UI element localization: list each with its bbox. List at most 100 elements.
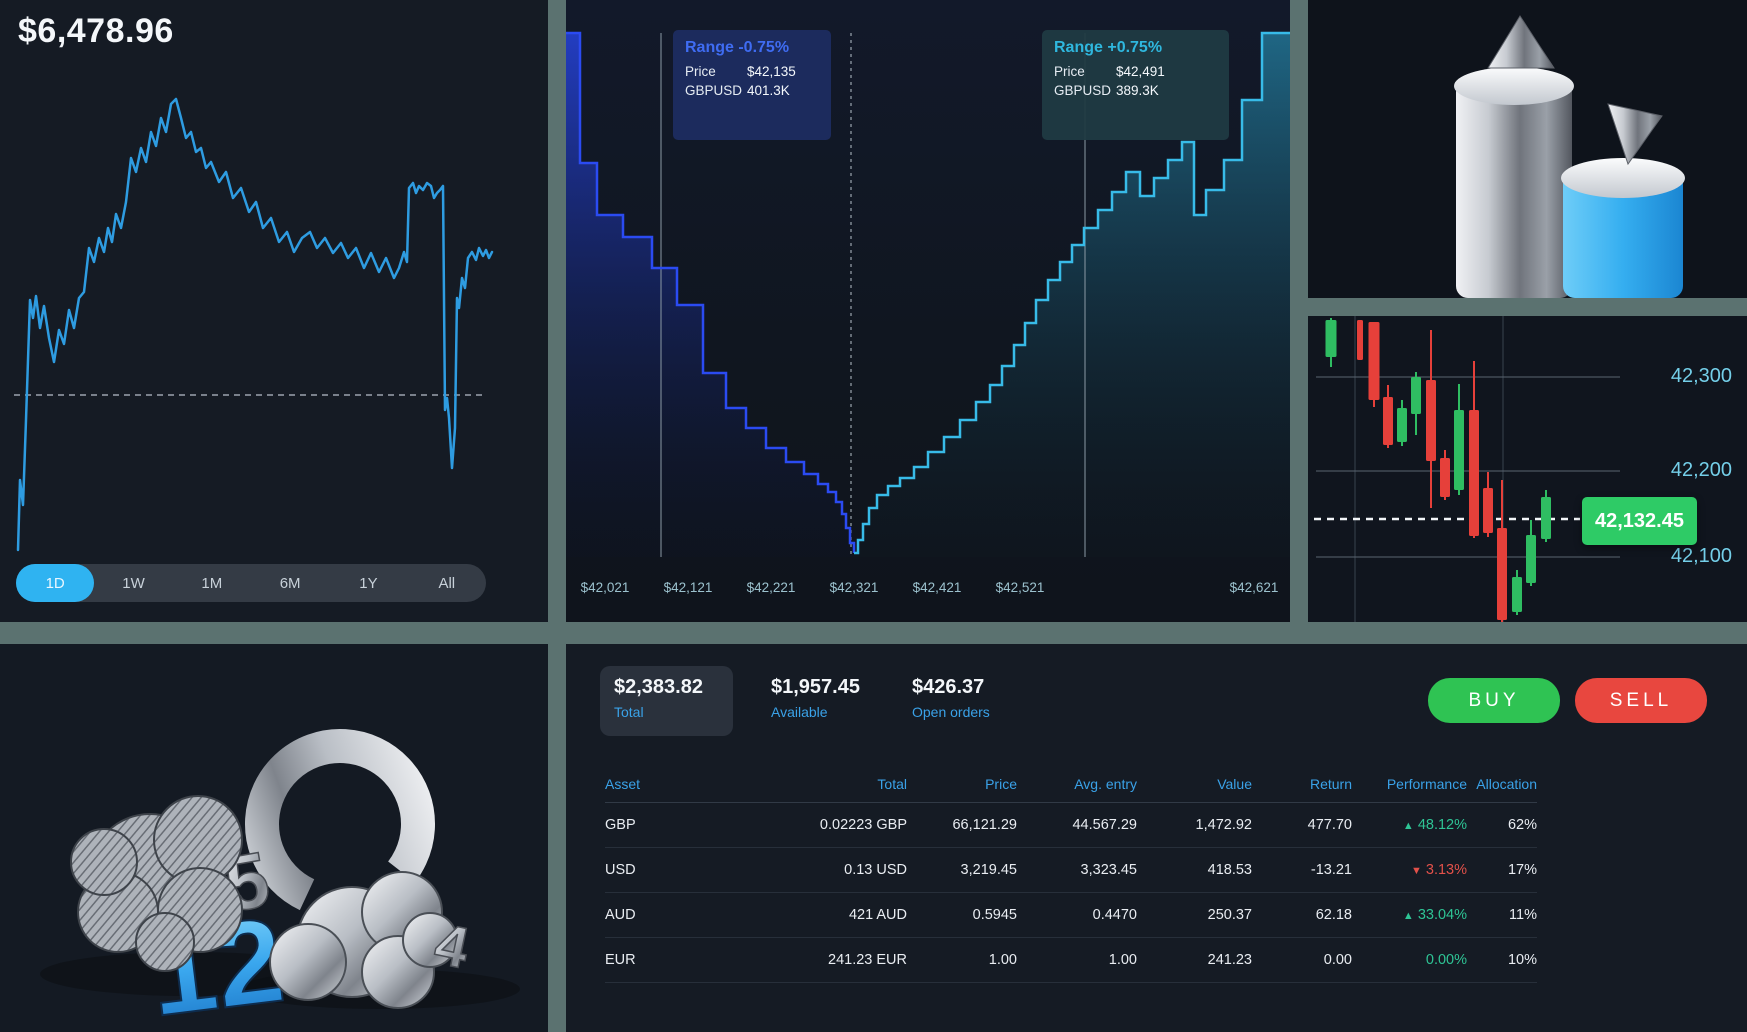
positions-table: Asset Total Price Avg. entry Value Return Perf… <box>605 766 1537 983</box>
table-row-gbp[interactable]: GBP 0.02223 GBP 66,121.29 44.567.29 1,472.92… <box>605 803 1537 848</box>
timeframe-1w[interactable]: 1W <box>122 574 145 592</box>
chrome-blob-left <box>70 795 243 972</box>
column-header-allocation: Allocation <box>1476 776 1537 792</box>
down-triangle-icon: ▼ <box>1410 865 1422 877</box>
tall-metal-bar <box>1456 80 1572 298</box>
cell-allocation: 62% <box>1507 817 1537 833</box>
summary-value: $1,957.45 <box>771 676 860 698</box>
metal-blue-bars-3d-illustration <box>1454 15 1685 298</box>
chrome-numbers-3d-illustration: 12 5 4 <box>40 729 520 1032</box>
cell-price: 0.5945 <box>972 907 1017 923</box>
summary-label: Available <box>771 704 828 720</box>
down-prism-icon <box>1607 103 1663 166</box>
candlestick-panel: 42,132.45 42,300 42,200 42,100 <box>1308 316 1747 622</box>
sell-button[interactable]: SELL <box>1575 678 1707 723</box>
chrome-c-ring <box>245 729 435 919</box>
price-label: Price <box>685 64 716 79</box>
cell-asset: EUR <box>605 952 636 968</box>
depth-axis-label: $42,321 <box>829 580 879 595</box>
summary-value: $426.37 <box>911 676 985 698</box>
cell-return: 477.70 <box>1307 817 1352 833</box>
table-row-aud[interactable]: AUD 421 AUD 0.5945 0.4470 250.37 62.18 ▲ 33.04%… <box>605 893 1537 938</box>
ask-tooltip-volume-row: GBPUSD 389.3K <box>1054 83 1217 98</box>
current-price-badge: 42,132.45 <box>1582 497 1697 545</box>
ask-tooltip-price-row: Price $42,491 <box>1054 64 1217 79</box>
cell-return: 62.18 <box>1315 907 1352 923</box>
candle-axis-label: 42,200 <box>1670 459 1732 481</box>
portfolio-balance: $6,478.96 <box>18 12 174 50</box>
table-row-usd[interactable]: USD 0.13 USD 3,219.45 3,323.45 418.53 -13.21 ▼… <box>605 848 1537 893</box>
pair-label: GBPUSD <box>685 83 743 98</box>
bars-3d-illustration-panel <box>1308 0 1747 298</box>
cell-return: 0.00 <box>1323 952 1352 968</box>
timeframe-6m[interactable]: 6M <box>279 574 301 592</box>
bid-range-tooltip: Range -0.75% Price $42,135 GBPUSD 401.3K <box>673 30 831 140</box>
timeframe-1m[interactable]: 1M <box>201 574 223 592</box>
bid-tooltip-title: Range -0.75% <box>685 39 790 56</box>
depth-axis-label: $42,621 <box>1229 580 1279 595</box>
portfolio-panel: $6,478.96 1D 1W 1M 6M 1Y All <box>0 0 548 622</box>
bid-tooltip-volume-row: GBPUSD 401.3K <box>685 83 819 98</box>
orderbook-depth-panel: Range -0.75% Price $42,135 GBPUSD 401.3K… <box>566 0 1290 622</box>
cell-performance: 0.00% <box>1425 952 1467 968</box>
ask-tooltip-title: Range +0.75% <box>1054 39 1163 56</box>
cell-value: 241.23 <box>1207 952 1252 968</box>
blue-glass-bar <box>1563 172 1683 298</box>
depth-chart <box>566 31 1290 557</box>
timeframe-1d[interactable]: 1D <box>16 564 95 602</box>
column-header-price: Price <box>985 776 1017 792</box>
depth-axis-label: $42,521 <box>995 580 1045 595</box>
cell-total: 0.02223 GBP <box>819 817 907 833</box>
cell-total: 421 AUD <box>848 907 907 923</box>
column-header-total: Total <box>877 776 907 792</box>
timeframe-all[interactable]: All <box>438 574 456 592</box>
price-label: Price <box>1054 64 1085 79</box>
bid-tooltip-price-row: Price $42,135 <box>685 64 819 79</box>
cell-asset: AUD <box>605 907 636 923</box>
tall-bar-top-face <box>1454 67 1574 105</box>
account-panel: $2,383.82 Total $1,957.45 Available $426.37 O… <box>566 644 1747 1032</box>
buy-button[interactable]: BUY <box>1428 678 1560 723</box>
cell-performance: ▲ 33.04% <box>1402 907 1467 923</box>
timeframe-segmented-control: 1D 1W 1M 6M 1Y All <box>16 564 486 602</box>
column-header-asset: Asset <box>605 776 641 792</box>
price-value: $42,135 <box>747 64 796 79</box>
summary-open-orders[interactable]: $426.37 Open orders <box>898 666 1004 736</box>
cell-avg-entry: 0.4470 <box>1092 907 1137 923</box>
depth-price-axis: $42,021 $42,121 $42,221 $42,321 $42,421 $42,5… <box>566 580 1290 598</box>
cell-price: 3,219.45 <box>960 862 1017 878</box>
candle-axis-label: 42,300 <box>1670 365 1732 387</box>
cell-performance: ▼ 3.13% <box>1410 862 1467 878</box>
cell-performance: ▲ 48.12% <box>1402 817 1467 833</box>
cell-total: 0.13 USD <box>844 862 907 878</box>
column-header-avg-entry: Avg. entry <box>1074 776 1137 792</box>
cell-avg-entry: 1.00 <box>1108 952 1137 968</box>
cell-return: -13.21 <box>1310 862 1352 878</box>
volume-value: 401.3K <box>747 83 790 98</box>
column-header-performance: Performance <box>1386 776 1467 792</box>
cell-avg-entry: 3,323.45 <box>1080 862 1137 878</box>
column-header-value: Value <box>1217 776 1252 792</box>
depth-axis-label: $42,221 <box>746 580 796 595</box>
cell-price: 66,121.29 <box>952 817 1017 833</box>
depth-axis-label: $42,421 <box>912 580 962 595</box>
cell-value: 1,472.92 <box>1195 817 1252 833</box>
depth-axis-label: $42,021 <box>580 580 630 595</box>
summary-total[interactable]: $2,383.82 Total <box>600 666 733 736</box>
cell-allocation: 10% <box>1507 952 1537 968</box>
chrome-blob-right <box>269 871 458 1009</box>
account-summary: $2,383.82 Total $1,957.45 Available $426.37 O… <box>600 666 1028 736</box>
ask-range-tooltip: Range +0.75% Price $42,491 GBPUSD 389.3K <box>1042 30 1229 140</box>
cell-total: 241.23 EUR <box>828 952 907 968</box>
summary-available[interactable]: $1,957.45 Available <box>757 666 874 736</box>
cell-avg-entry: 44.567.29 <box>1072 817 1137 833</box>
cell-allocation: 17% <box>1507 862 1537 878</box>
summary-label: Open orders <box>911 704 990 720</box>
table-row-eur[interactable]: EUR 241.23 EUR 1.00 1.00 241.23 0.00 0.00% 10% <box>605 938 1537 983</box>
table-header-row: Asset Total Price Avg. entry Value Return Perf… <box>605 766 1537 803</box>
timeframe-1y[interactable]: 1Y <box>359 574 378 592</box>
price-value: $42,491 <box>1116 64 1165 79</box>
portfolio-line-chart <box>14 97 494 552</box>
numbers-3d-illustration-panel: 12 5 4 <box>0 644 548 1032</box>
